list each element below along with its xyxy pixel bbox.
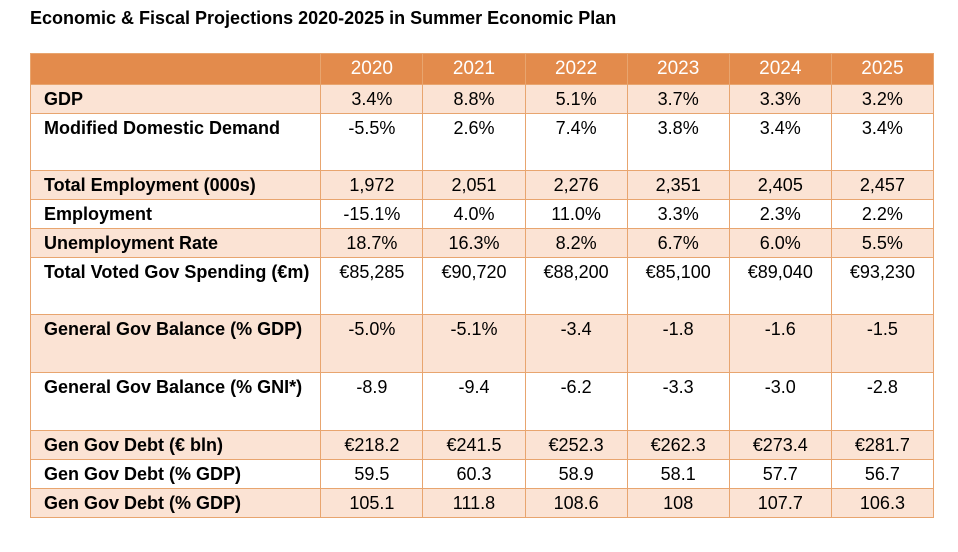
cell-value: 4.0% [422, 199, 526, 229]
cell-value: -1.5 [830, 314, 935, 373]
table-row: General Gov Balance (% GNI*) -8.9 -9.4 -… [29, 372, 935, 431]
cell-value: -1.8 [626, 314, 730, 373]
cell-value: 3.4% [728, 113, 832, 171]
cell-value: -3.3 [626, 372, 730, 431]
cell-value: 107.7 [728, 488, 832, 518]
cell-value: 3.3% [728, 84, 832, 114]
header-blank-cell [29, 53, 322, 85]
cell-value: 2,276 [524, 170, 628, 200]
cell-value: 6.0% [728, 228, 832, 258]
cell-value: 2,351 [626, 170, 730, 200]
table-row: Gen Gov Debt (% GDP) 105.1 111.8 108.6 1… [29, 488, 935, 518]
row-label: Gen Gov Debt (% GDP) [29, 459, 322, 489]
table-row: GDP 3.4% 8.8% 5.1% 3.7% 3.3% 3.2% [29, 84, 935, 114]
row-label: General Gov Balance (% GDP) [29, 314, 322, 373]
cell-value: 2,051 [422, 170, 526, 200]
cell-value: -3.0 [728, 372, 832, 431]
cell-value: -15.1% [320, 199, 424, 229]
projections-table: 2020 2021 2022 2023 2024 2025 GDP 3.4% 8… [29, 53, 935, 518]
table-header-row: 2020 2021 2022 2023 2024 2025 [29, 53, 935, 85]
cell-value: €241.5 [422, 430, 526, 460]
row-label: Total Voted Gov Spending (€m) [29, 257, 322, 315]
cell-value: 3.3% [626, 199, 730, 229]
cell-value: 57.7 [728, 459, 832, 489]
cell-value: 2.3% [728, 199, 832, 229]
cell-value: 11.0% [524, 199, 628, 229]
row-label: Employment [29, 199, 322, 229]
cell-value: 108.6 [524, 488, 628, 518]
cell-value: 3.4% [830, 113, 935, 171]
cell-value: 111.8 [422, 488, 526, 518]
cell-value: -2.8 [830, 372, 935, 431]
row-label: Modified Domestic Demand [29, 113, 322, 171]
year-header: 2020 [320, 53, 424, 85]
table-row: General Gov Balance (% GDP) -5.0% -5.1% … [29, 314, 935, 373]
table-row: Employment -15.1% 4.0% 11.0% 3.3% 2.3% 2… [29, 199, 935, 229]
table-row: Gen Gov Debt (% GDP) 59.5 60.3 58.9 58.1… [29, 459, 935, 489]
cell-value: €85,100 [626, 257, 730, 315]
cell-value: €85,285 [320, 257, 424, 315]
cell-value: €88,200 [524, 257, 628, 315]
row-label: Gen Gov Debt (€ bln) [29, 430, 322, 460]
cell-value: 105.1 [320, 488, 424, 518]
cell-value: 5.1% [524, 84, 628, 114]
cell-value: 2,405 [728, 170, 832, 200]
row-label: Unemployment Rate [29, 228, 322, 258]
cell-value: -1.6 [728, 314, 832, 373]
cell-value: €218.2 [320, 430, 424, 460]
cell-value: -9.4 [422, 372, 526, 431]
cell-value: 2.6% [422, 113, 526, 171]
year-header: 2024 [728, 53, 832, 85]
cell-value: -5.5% [320, 113, 424, 171]
cell-value: -5.1% [422, 314, 526, 373]
year-header: 2022 [524, 53, 628, 85]
cell-value: 3.2% [830, 84, 935, 114]
cell-value: 2,457 [830, 170, 935, 200]
row-label: General Gov Balance (% GNI*) [29, 372, 322, 431]
cell-value: -3.4 [524, 314, 628, 373]
cell-value: 59.5 [320, 459, 424, 489]
cell-value: 8.8% [422, 84, 526, 114]
table-row: Total Employment (000s) 1,972 2,051 2,27… [29, 170, 935, 200]
cell-value: 58.9 [524, 459, 628, 489]
table-row: Unemployment Rate 18.7% 16.3% 8.2% 6.7% … [29, 228, 935, 258]
cell-value: 7.4% [524, 113, 628, 171]
cell-value: 2.2% [830, 199, 935, 229]
cell-value: €90,720 [422, 257, 526, 315]
cell-value: -5.0% [320, 314, 424, 373]
cell-value: 16.3% [422, 228, 526, 258]
cell-value: 3.7% [626, 84, 730, 114]
year-header: 2025 [830, 53, 935, 85]
cell-value: 56.7 [830, 459, 935, 489]
page-title: Economic & Fiscal Projections 2020-2025 … [30, 8, 617, 28]
cell-value: 106.3 [830, 488, 935, 518]
cell-value: €273.4 [728, 430, 832, 460]
cell-value: 5.5% [830, 228, 935, 258]
cell-value: 108 [626, 488, 730, 518]
cell-value: 3.8% [626, 113, 730, 171]
row-label: Total Employment (000s) [29, 170, 322, 200]
cell-value: €89,040 [728, 257, 832, 315]
year-header: 2023 [626, 53, 730, 85]
cell-value: €252.3 [524, 430, 628, 460]
cell-value: 8.2% [524, 228, 628, 258]
cell-value: 6.7% [626, 228, 730, 258]
cell-value: 60.3 [422, 459, 526, 489]
cell-value: 58.1 [626, 459, 730, 489]
cell-value: -8.9 [320, 372, 424, 431]
cell-value: €93,230 [830, 257, 935, 315]
table-row: Total Voted Gov Spending (€m) €85,285 €9… [29, 257, 935, 315]
year-header: 2021 [422, 53, 526, 85]
cell-value: -6.2 [524, 372, 628, 431]
row-label: Gen Gov Debt (% GDP) [29, 488, 322, 518]
cell-value: €281.7 [830, 430, 935, 460]
table-row: Gen Gov Debt (€ bln) €218.2 €241.5 €252.… [29, 430, 935, 460]
cell-value: 3.4% [320, 84, 424, 114]
row-label: GDP [29, 84, 322, 114]
cell-value: 18.7% [320, 228, 424, 258]
cell-value: 1,972 [320, 170, 424, 200]
table-row: Modified Domestic Demand -5.5% 2.6% 7.4%… [29, 113, 935, 171]
cell-value: €262.3 [626, 430, 730, 460]
